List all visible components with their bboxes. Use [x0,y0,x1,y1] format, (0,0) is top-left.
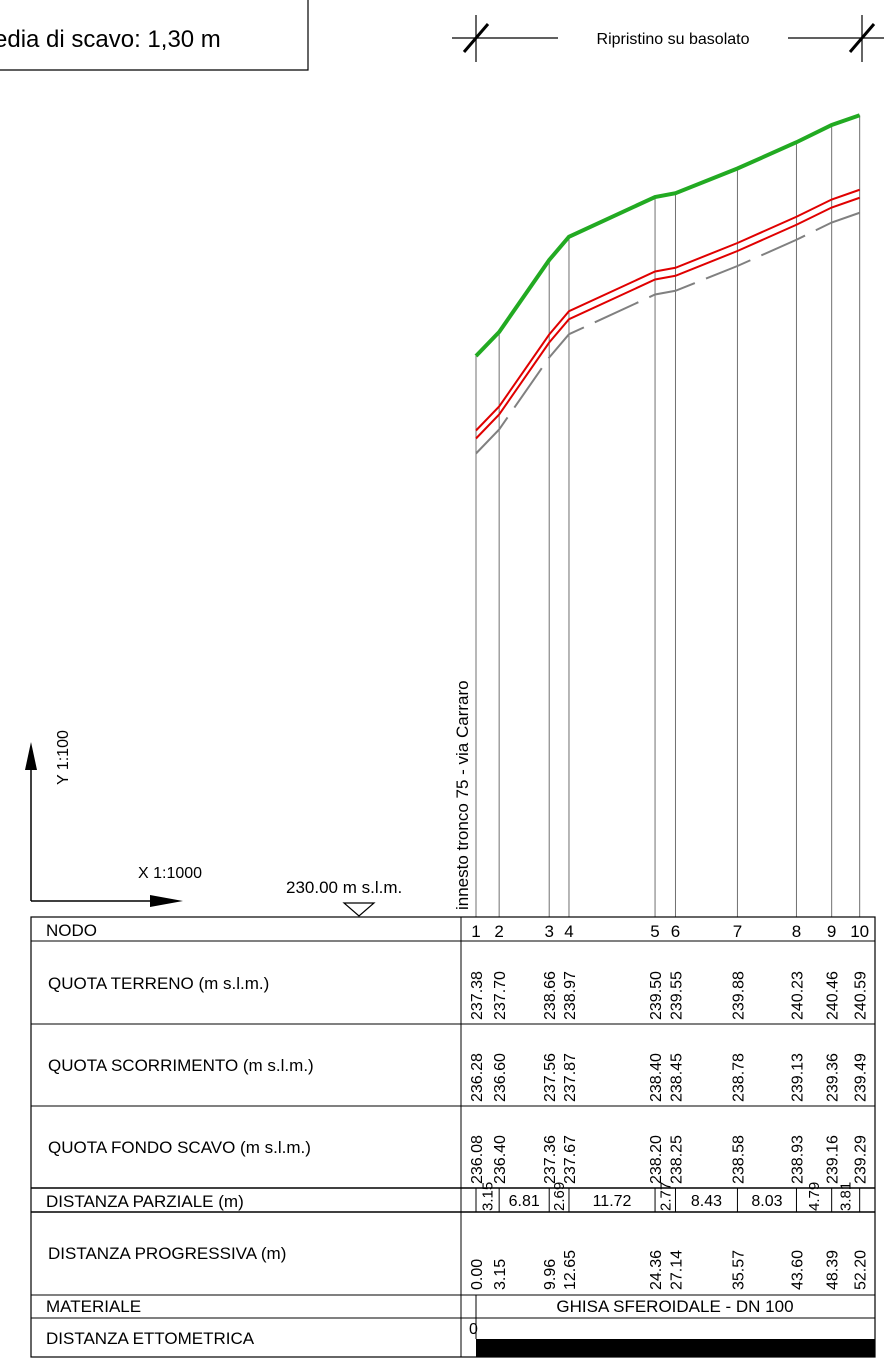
node-value-fondo: 238.58 [730,1135,747,1184]
profile-lines [474,113,861,917]
node-label: 3 [544,922,553,941]
node-value-scorrimento: 239.13 [789,1053,806,1102]
node-value-terreno: 237.70 [492,971,509,1020]
material-value: GHISA SFEROIDALE - DN 100 [556,1297,793,1316]
node-value-progressiva: 48.39 [825,1250,842,1290]
node-value-scorrimento: 236.28 [469,1053,486,1102]
datum-reference: 230.00 m s.l.m. [286,878,402,917]
resurface-dimension: Ripristino su basolato [452,15,884,62]
node-value-progressiva: 35.57 [730,1250,747,1290]
node-value-fondo: 237.36 [542,1135,559,1184]
node-value-progressiva: 43.60 [789,1250,806,1290]
node-label: 5 [650,922,659,941]
partial-distance-value: 6.81 [509,1193,540,1210]
row-label-quota-terreno: QUOTA TERRENO (m s.l.m.) [48,974,269,993]
node-value-progressiva: 24.36 [648,1250,665,1290]
ground-line [474,113,861,358]
node-value-progressiva: 0.00 [469,1259,486,1290]
node-value-terreno: 239.55 [668,971,685,1020]
datum-label: 230.00 m s.l.m. [286,878,402,897]
node-value-fondo: 238.20 [648,1135,665,1184]
partial-distance-value: 2.69 [551,1182,568,1211]
node-value-scorrimento: 237.87 [562,1053,579,1102]
node-value-terreno: 240.23 [789,971,806,1020]
node-value-scorrimento: 238.40 [648,1053,665,1102]
ettometric-start-label: 0 [469,1321,478,1338]
node-label: 1 [471,922,480,941]
resurface-label: Ripristino su basolato [597,31,750,48]
node-value-terreno: 240.46 [825,971,842,1020]
x-scale-label: X 1:1000 [138,865,202,882]
row-label-materiale: MATERIALE [46,1297,141,1316]
trench-bottom-line [475,211,860,455]
partial-distance-value: 8.43 [691,1193,722,1210]
node-value-terreno: 239.88 [730,971,747,1020]
node-value-terreno: 237.38 [469,971,486,1020]
row-label-distanza-progressiva: DISTANZA PROGRESSIVA (m) [48,1244,286,1263]
row-label-distanza-ettometrica: DISTANZA ETTOMETRICA [46,1329,255,1348]
node-label: 10 [850,922,869,941]
node-value-fondo: 237.67 [562,1135,579,1184]
node-value-scorrimento: 236.60 [492,1053,509,1102]
node-label: 4 [564,922,573,941]
node-label: 9 [827,922,836,941]
row-label-nodo: NODO [46,921,97,940]
node-value-progressiva: 3.15 [492,1259,509,1290]
node-value-scorrimento: 239.49 [853,1053,870,1102]
node-label: 7 [733,922,742,941]
node-value-fondo: 236.40 [492,1135,509,1184]
node-value-terreno: 238.97 [562,971,579,1020]
table-values: 1 237.38 236.28 236.08 0.00 2 237.70 236.60 236.… [469,922,870,1290]
node-value-fondo: 238.93 [789,1135,806,1184]
row-label-quota-scorrimento: QUOTA SCORRIMENTO (m s.l.m.) [48,1056,314,1075]
pipe-top-line [475,188,860,432]
node-value-terreno: 240.59 [853,971,870,1020]
y-axis-arrow-icon [25,742,37,770]
node-value-progressiva: 12.65 [562,1250,579,1290]
row-label-quota-fondo-scavo: QUOTA FONDO SCAVO (m s.l.m.) [48,1138,311,1157]
node-value-fondo: 239.29 [853,1135,870,1184]
node-label: 2 [494,922,503,941]
dimension-tick-left [462,23,490,53]
node-value-scorrimento: 239.36 [825,1053,842,1102]
node-value-fondo: 236.08 [469,1135,486,1184]
node-value-progressiva: 27.14 [668,1250,685,1290]
depth-note-text: edia di scavo: 1,30 m [0,26,221,53]
node-value-scorrimento: 238.45 [668,1053,685,1102]
node-value-terreno: 239.50 [648,971,665,1020]
partial-distance-value: 3.81 [838,1182,855,1211]
start-annotation: innesto tronco 75 - via Carraro [453,680,472,910]
data-table: NODO QUOTA TERRENO (m s.l.m.) QUOTA SCOR… [30,916,876,1358]
y-scale-label: Y 1:100 [55,730,72,785]
node-value-fondo: 238.25 [668,1135,685,1184]
ettometric-bar [476,1339,875,1357]
node-value-fondo: 239.16 [825,1135,842,1184]
node-label: 8 [792,922,801,941]
partial-distance-value: 11.72 [593,1193,632,1210]
material-cell [475,1294,876,1319]
depth-note-box: edia di scavo: 1,30 m [0,0,309,71]
node-value-terreno: 238.66 [542,971,559,1020]
partial-distance-value: 3.15 [480,1182,497,1211]
row-label-distanza-parziale: DISTANZA PARZIALE (m) [46,1192,244,1211]
node-value-progressiva: 52.20 [853,1250,870,1290]
x-axis-arrow-icon [150,895,183,907]
scale-indicator: Y 1:100 X 1:1000 [25,730,202,907]
partial-distance-value: 8.03 [751,1193,782,1210]
partial-distance-value: 2.77 [657,1182,674,1211]
partial-distance-value: 4.79 [806,1182,823,1211]
dimension-tick-right [848,23,876,53]
pipe-invert-line [475,196,860,440]
datum-triangle-icon [342,902,376,917]
node-value-scorrimento: 237.56 [542,1053,559,1102]
node-value-scorrimento: 238.78 [730,1053,747,1102]
node-label: 6 [671,922,680,941]
node-value-progressiva: 9.96 [542,1259,559,1290]
